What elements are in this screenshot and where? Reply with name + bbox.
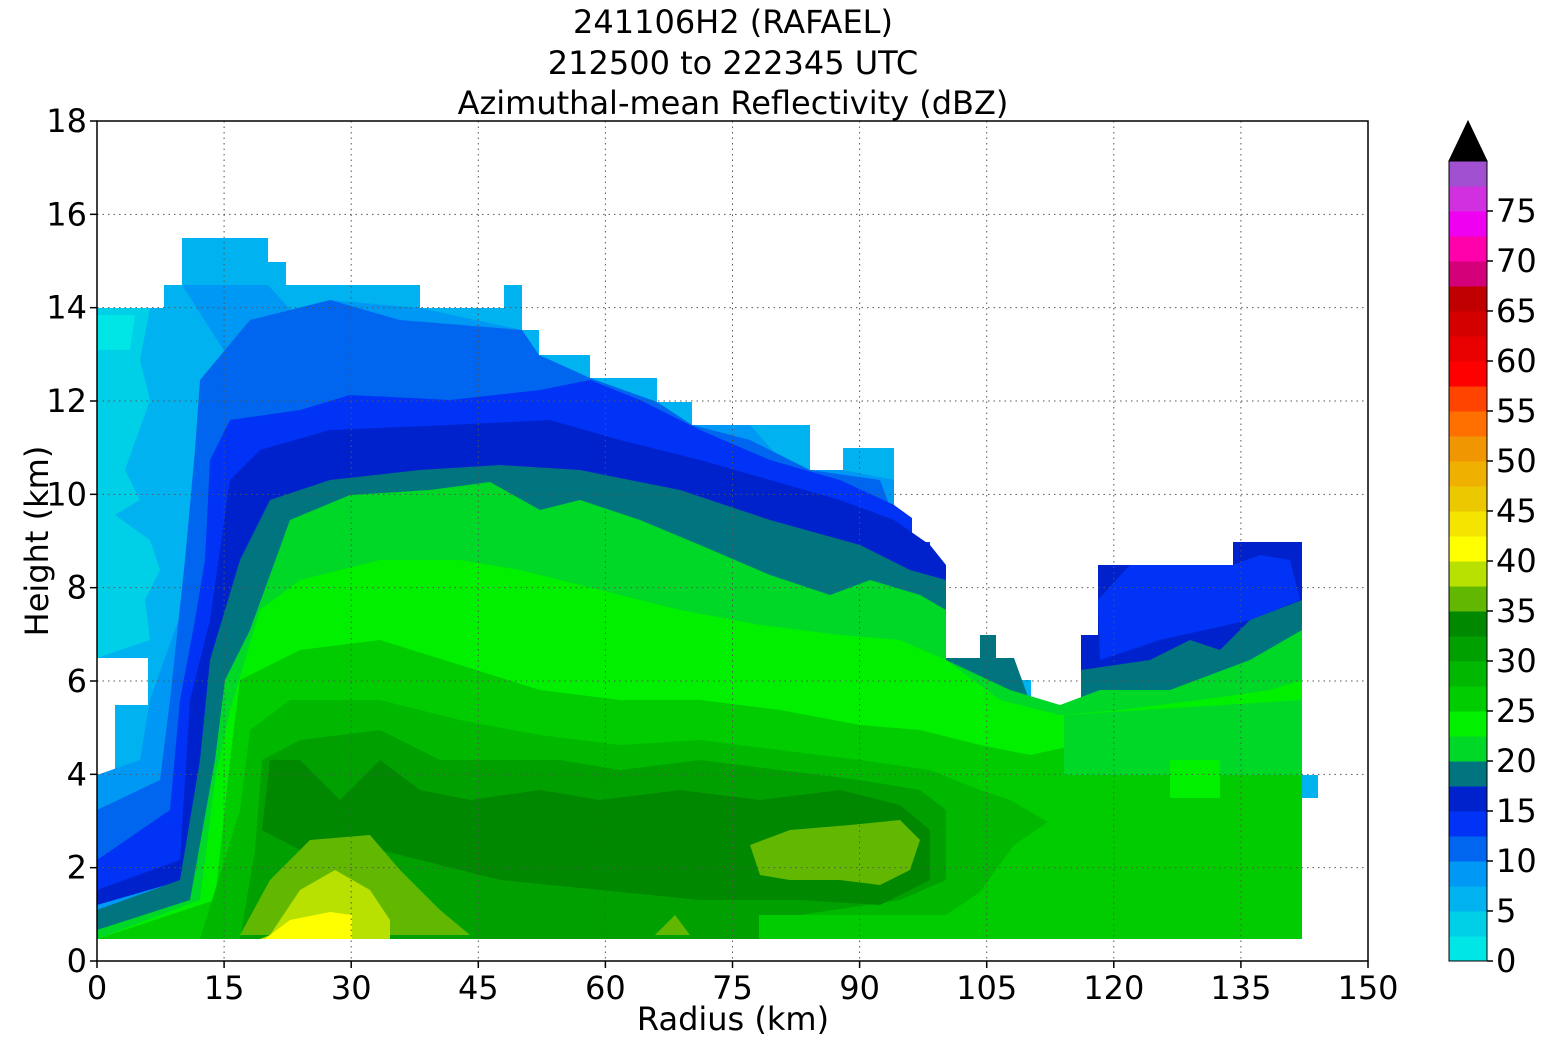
colorbar-bin xyxy=(1449,936,1487,962)
colorbar-bin xyxy=(1449,361,1487,387)
colorbar-bin xyxy=(1449,836,1487,862)
colorbar-tick-label: 30 xyxy=(1496,642,1537,680)
colorbar-bin xyxy=(1449,911,1487,937)
colorbar-tick-label: 55 xyxy=(1496,392,1537,430)
colorbar-extend-arrow xyxy=(1448,119,1488,162)
colorbar-tick-label: 0 xyxy=(1496,942,1516,980)
y-tick-label: 0 xyxy=(67,942,87,980)
grid-lines xyxy=(97,121,1368,961)
x-axis: 0 15 30 45 60 75 90 105 120 135 150 xyxy=(87,961,1399,1007)
y-tick-label: 4 xyxy=(67,755,87,793)
colorbar-tick-label: 10 xyxy=(1496,842,1537,880)
colorbar-tick-label: 35 xyxy=(1496,592,1537,630)
colorbar-tick-label: 15 xyxy=(1496,792,1537,830)
y-tick-label: 16 xyxy=(46,195,87,233)
colorbar-bin xyxy=(1449,611,1487,637)
y-tick-label: 2 xyxy=(67,849,87,887)
colorbar-bin xyxy=(1449,511,1487,537)
colorbar-bin xyxy=(1449,486,1487,512)
colorbar-bin xyxy=(1449,411,1487,437)
colorbar-tick-label: 5 xyxy=(1496,892,1516,930)
colorbar-bin xyxy=(1449,236,1487,262)
colorbar-bin xyxy=(1449,861,1487,887)
x-tick-label: 105 xyxy=(956,969,1017,1007)
colorbar-bin xyxy=(1449,386,1487,412)
x-tick-label: 60 xyxy=(585,969,626,1007)
y-tick-label: 10 xyxy=(46,475,87,513)
x-tick-label: 15 xyxy=(204,969,245,1007)
colorbar-bin xyxy=(1449,636,1487,662)
colorbar-bin xyxy=(1449,536,1487,562)
colorbar-bin xyxy=(1449,286,1487,312)
x-tick-label: 90 xyxy=(839,969,880,1007)
colorbar-tick-label: 20 xyxy=(1496,742,1537,780)
colorbar-bin xyxy=(1449,311,1487,337)
colorbar-tick-label: 70 xyxy=(1496,242,1537,280)
y-tick-label: 14 xyxy=(46,289,87,327)
x-tick-label: 75 xyxy=(712,969,753,1007)
colorbar-bin xyxy=(1449,886,1487,912)
colorbar-bin xyxy=(1449,686,1487,712)
colorbar-bin xyxy=(1449,261,1487,287)
x-tick-label: 135 xyxy=(1210,969,1271,1007)
colorbar-bin xyxy=(1449,436,1487,462)
colorbar-tick-label: 65 xyxy=(1496,292,1537,330)
y-axis-label: Height (km) xyxy=(18,446,56,637)
colorbar-bin xyxy=(1449,711,1487,737)
x-tick-label: 150 xyxy=(1337,969,1398,1007)
x-tick-label: 30 xyxy=(331,969,372,1007)
colorbar-bin xyxy=(1449,811,1487,837)
colorbar-bin xyxy=(1449,661,1487,687)
y-axis: 0 2 4 6 8 10 12 14 16 18 xyxy=(46,102,97,980)
x-tick-label: 0 xyxy=(87,969,107,1007)
colorbar-tick-label: 45 xyxy=(1496,492,1537,530)
colorbar-tick-label: 75 xyxy=(1496,192,1537,230)
colorbar-bin xyxy=(1449,461,1487,487)
colorbar-bin xyxy=(1449,161,1487,187)
colorbar-bin xyxy=(1449,786,1487,812)
colorbar-bin xyxy=(1449,761,1487,787)
chart-title-line-2: 212500 to 222345 UTC xyxy=(548,44,918,82)
x-axis-label: Radius (km) xyxy=(637,1000,829,1038)
colorbar-bin xyxy=(1449,586,1487,612)
chart-title-line-3: Azimuthal-mean Reflectivity (dBZ) xyxy=(458,84,1009,122)
colorbar-tick-label: 40 xyxy=(1496,542,1537,580)
y-tick-label: 6 xyxy=(67,662,87,700)
colorbar-tick-label: 50 xyxy=(1496,442,1537,480)
colorbar-bin xyxy=(1449,336,1487,362)
x-tick-label: 120 xyxy=(1083,969,1144,1007)
colorbar-bin xyxy=(1449,186,1487,212)
y-tick-label: 18 xyxy=(46,102,87,140)
y-tick-label: 8 xyxy=(67,569,87,607)
chart-title-line-1: 241106H2 (RAFAEL) xyxy=(573,3,893,41)
contour-fills xyxy=(97,238,1318,939)
colorbar-bin xyxy=(1449,561,1487,587)
colorbar-bin xyxy=(1449,736,1487,762)
colorbar-tick-label: 25 xyxy=(1496,692,1537,730)
x-tick-label: 45 xyxy=(458,969,499,1007)
colorbar: 0 5 10 15 20 25 30 35 40 45 50 55 60 65 70 75 xyxy=(1448,119,1537,980)
y-tick-label: 12 xyxy=(46,382,87,420)
colorbar-tick-label: 60 xyxy=(1496,342,1537,380)
colorbar-bin xyxy=(1449,211,1487,237)
